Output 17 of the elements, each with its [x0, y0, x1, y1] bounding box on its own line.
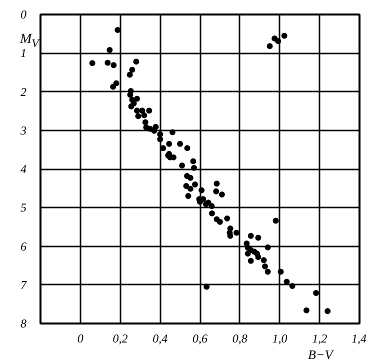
x-tick-label: 0,8 [232, 332, 248, 346]
x-tick-label: 1,0 [272, 332, 288, 346]
y-tick-label: 3 [20, 123, 26, 138]
x-tick-label: 0 [77, 332, 84, 346]
y-tick-label: 0 [20, 8, 26, 22]
x-tick-label: 0,2 [112, 332, 128, 346]
y-tick-label: 6 [20, 239, 26, 254]
y-tick-label: 2 [20, 84, 26, 99]
y-tick-label: 5 [20, 200, 26, 215]
x-tick-label: 1,2 [312, 332, 328, 346]
y-tick-label: 4 [20, 162, 26, 176]
x-tick-label: 0,6 [192, 332, 208, 346]
y-tick-label: 7 [20, 278, 28, 292]
x-tick-label: 0,4 [152, 332, 168, 346]
x-axis-title: B−V [308, 346, 333, 364]
y-tick-label: 8 [20, 316, 26, 330]
x-tick-label: 1,4 [352, 332, 366, 346]
